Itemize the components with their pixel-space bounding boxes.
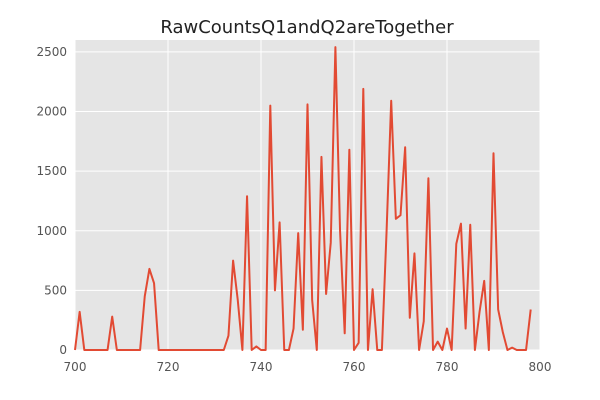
y-tick-label: 2000	[36, 105, 67, 119]
y-tick-label: 1000	[36, 224, 67, 238]
x-tick-label: 800	[529, 360, 552, 374]
plot-area	[75, 40, 540, 350]
y-tick-label: 500	[44, 283, 67, 297]
x-tick-label: 720	[157, 360, 180, 374]
x-tick-label: 780	[436, 360, 459, 374]
series-line	[74, 46, 532, 351]
y-tick-label: 2500	[36, 45, 67, 59]
series-layer	[74, 46, 532, 351]
y-tick-label: 1500	[36, 164, 67, 178]
x-tick-label: 700	[64, 360, 87, 374]
chart-title: RawCountsQ1andQ2areTogether	[160, 17, 454, 38]
x-axis-ticks: 700 720 740 760 780 800	[64, 360, 552, 374]
x-tick-label: 740	[250, 360, 273, 374]
y-tick-label: 0	[59, 343, 67, 357]
x-tick-label: 760	[343, 360, 366, 374]
y-axis-ticks: 0 500 1000 1500 2000 2500	[36, 45, 67, 357]
